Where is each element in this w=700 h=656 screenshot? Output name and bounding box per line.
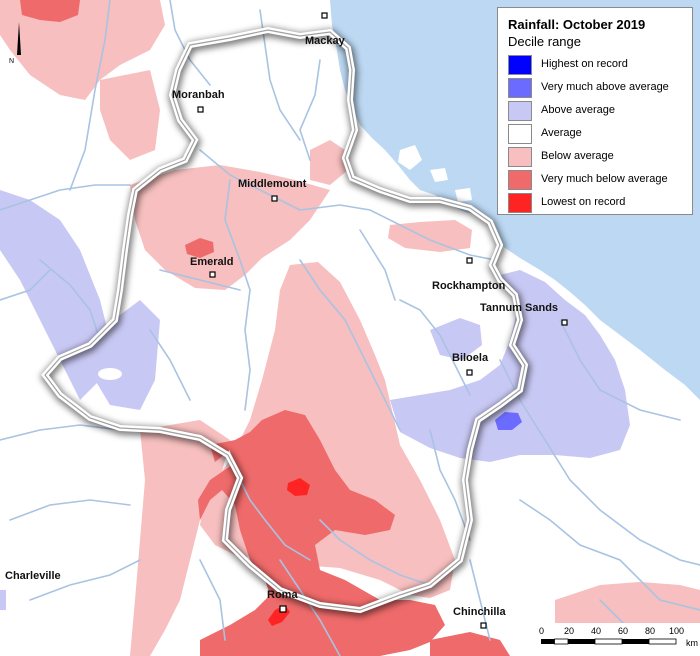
scale-segment: [541, 639, 555, 644]
island: [398, 145, 422, 170]
scale-tick-label: 40: [591, 626, 601, 636]
town-label: Moranbah: [172, 89, 225, 101]
island: [430, 168, 448, 182]
legend-swatch: [508, 193, 532, 213]
town-biloela[interactable]: Biloela: [452, 352, 489, 376]
town-label: Middlemount: [238, 178, 307, 190]
island: [455, 188, 472, 202]
town-marker: [209, 271, 216, 278]
town-marker: [197, 106, 204, 113]
north-arrow: N: [9, 22, 21, 65]
town-rockhampton[interactable]: Rockhampton: [432, 257, 506, 292]
town-middlemount[interactable]: Middlemount: [238, 178, 307, 202]
town-label: Mackay: [305, 35, 346, 47]
town-marker: [279, 605, 287, 613]
scale-tick-label: 60: [618, 626, 628, 636]
town-emerald[interactable]: Emerald: [190, 256, 233, 278]
legend-title: Rainfall: October 2019: [508, 17, 646, 32]
legend-swatch: [508, 101, 532, 121]
town-label: Emerald: [190, 256, 233, 268]
town-marker: [480, 622, 487, 629]
town-label: Roma: [267, 589, 298, 601]
towns: Mackay Moranbah Middlemount Emerald Rock…: [5, 12, 568, 629]
town-charleville[interactable]: Charleville: [5, 570, 61, 582]
legend-swatch: [508, 124, 532, 144]
legend-label: Highest on record: [541, 58, 628, 70]
scale-segment: [554, 638, 569, 645]
legend-swatch: [508, 78, 532, 98]
town-chinchilla[interactable]: Chinchilla: [453, 606, 506, 629]
town-moranbah[interactable]: Moranbah: [172, 89, 225, 113]
scale-tick-label: 0: [539, 626, 544, 636]
legend-label: Below average: [541, 150, 614, 162]
scale-bar: 0 20 40 60 80 100 km: [534, 623, 700, 656]
town-mackay[interactable]: Mackay: [305, 12, 346, 47]
scale-segment: [568, 639, 595, 644]
town-marker: [466, 369, 473, 376]
town-label: Chinchilla: [453, 606, 506, 618]
town-marker: [561, 319, 568, 326]
town-label: Tannum Sands: [480, 302, 558, 314]
scale-unit-label: km: [686, 638, 698, 648]
town-tannum-sands[interactable]: Tannum Sands: [480, 302, 568, 326]
town-marker: [271, 195, 278, 202]
scale-tick-label: 80: [645, 626, 655, 636]
legend-label: Average: [541, 127, 582, 139]
scale-segment: [648, 638, 677, 645]
legend-swatch: [508, 55, 532, 75]
town-label: Rockhampton: [432, 280, 506, 292]
legend-swatch: [508, 147, 532, 167]
legend-swatch: [508, 170, 532, 190]
town-label: Biloela: [452, 352, 489, 364]
scale-segment: [622, 639, 649, 644]
town-roma[interactable]: Roma: [267, 589, 298, 613]
legend-label: Very much below average: [541, 173, 668, 185]
town-label: Charleville: [5, 570, 61, 582]
legend-label: Lowest on record: [541, 196, 626, 208]
legend: Rainfall: October 2019 Decile range High…: [497, 7, 693, 215]
legend-label: Very much above average: [541, 81, 669, 93]
scale-segment: [594, 638, 623, 645]
legend-label: Above average: [541, 104, 615, 116]
very-much-above-average-zone: [495, 412, 522, 430]
town-marker: [466, 257, 473, 264]
scale-tick-label: 100: [669, 626, 684, 636]
north-label: N: [9, 58, 14, 65]
average-pocket: [98, 368, 122, 380]
scale-tick-label: 20: [564, 626, 574, 636]
legend-subtitle: Decile range: [508, 34, 581, 49]
town-marker: [321, 12, 328, 19]
north-arrow-icon: [17, 22, 21, 55]
